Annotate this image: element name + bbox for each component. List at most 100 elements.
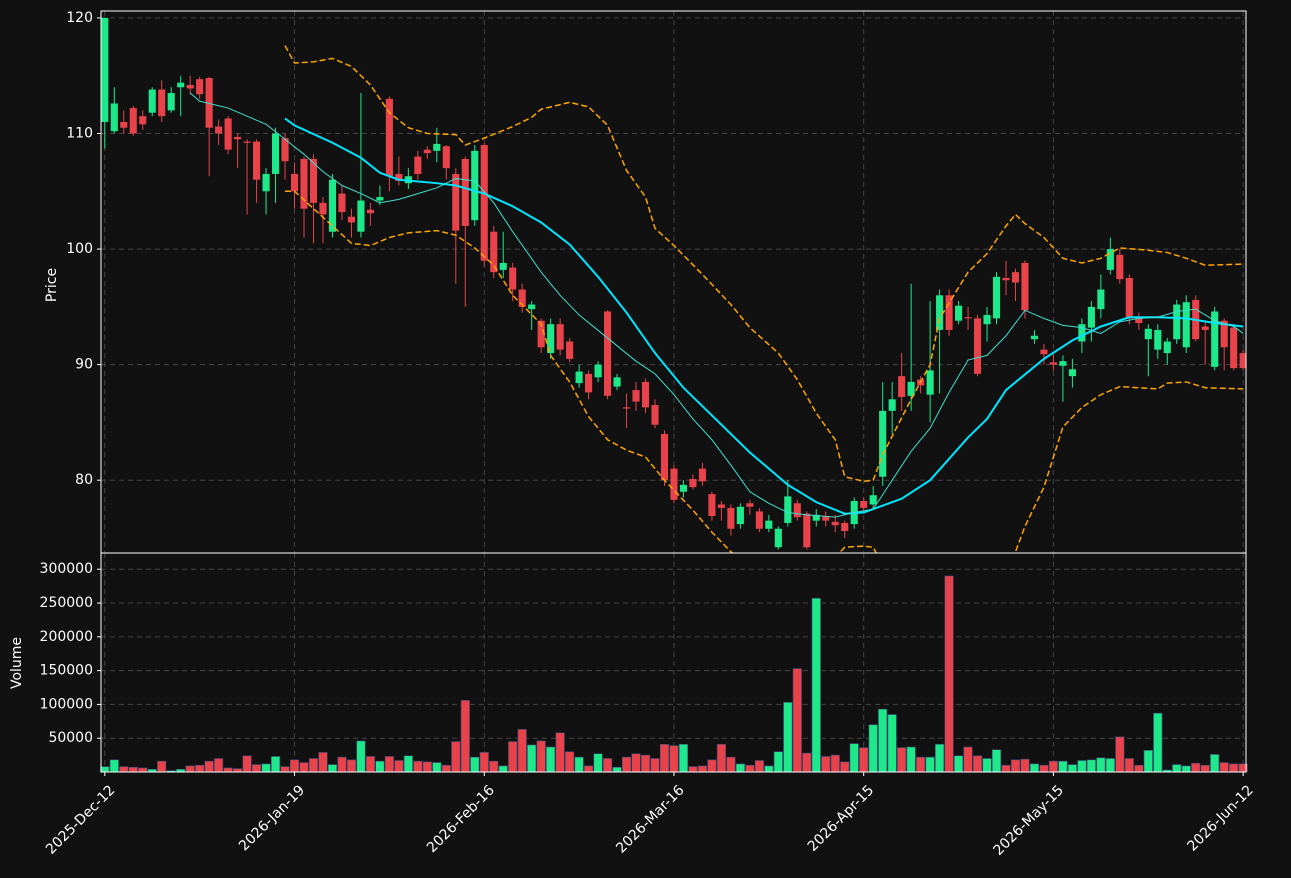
volume-bar <box>337 756 347 773</box>
volume-bar <box>1020 758 1030 773</box>
volume-bar <box>963 746 973 773</box>
volume-bar <box>555 732 565 773</box>
candle-body <box>1116 254 1124 280</box>
volume-bar <box>859 747 869 773</box>
candle-body <box>395 173 403 181</box>
volume-bar <box>773 751 783 773</box>
candle-body <box>1011 272 1020 283</box>
candle-body <box>1201 326 1209 330</box>
candle-body <box>1239 353 1246 369</box>
volume-bar <box>1077 760 1087 773</box>
grid <box>101 11 1246 772</box>
candle-body <box>708 494 716 517</box>
candle-body <box>442 146 450 169</box>
overlay-line <box>189 92 1244 518</box>
candle-body <box>110 103 118 132</box>
candle-body <box>736 506 744 525</box>
volume-bar <box>252 764 262 773</box>
candle-body <box>888 399 896 411</box>
volume-bar <box>403 755 413 773</box>
candle-body <box>755 511 763 529</box>
volume-bar <box>233 768 243 773</box>
candle-body <box>907 381 915 396</box>
volume-bar <box>1134 764 1144 773</box>
candle-body <box>319 202 327 215</box>
overlays <box>189 45 1244 553</box>
volume-bar <box>764 765 774 773</box>
volume-bar <box>508 741 518 773</box>
volume-bar <box>1010 759 1021 773</box>
volume-bar <box>821 756 831 773</box>
candle-body <box>196 79 204 95</box>
volume-bar <box>603 758 613 773</box>
volume-bar <box>745 764 755 773</box>
candle-body <box>641 381 650 408</box>
volume-bar <box>280 766 290 773</box>
volume-bar <box>1115 736 1125 773</box>
candle-body <box>148 89 156 113</box>
volume-bar <box>1048 760 1058 773</box>
candle-body <box>243 141 251 143</box>
candle-body <box>1049 362 1057 365</box>
candle-body <box>281 138 289 162</box>
candle-body <box>1021 262 1029 311</box>
overlay-line <box>284 45 1244 483</box>
candle-body <box>679 484 688 492</box>
candle-body <box>774 528 782 548</box>
volume-bar <box>631 753 641 773</box>
volume-axis-label: Volume <box>9 637 25 689</box>
candle-body <box>784 496 792 523</box>
candle-body <box>660 433 669 481</box>
volume-bar <box>688 766 698 773</box>
volume-bar <box>726 756 736 773</box>
candle-body <box>414 156 422 174</box>
volume-bar <box>802 752 812 773</box>
candle-body <box>822 516 830 521</box>
candle-body <box>973 318 982 374</box>
candle-body <box>139 116 147 125</box>
volume-bar <box>195 764 205 773</box>
volume-bar <box>584 765 594 773</box>
volume-bar <box>1124 758 1134 773</box>
candle-body <box>480 145 488 261</box>
candle-body <box>224 118 232 150</box>
y-tick-label: 110 <box>66 125 93 141</box>
volume-bar <box>925 756 935 773</box>
volume-bar <box>1096 757 1106 773</box>
volume-bar <box>650 758 660 773</box>
volume-tick-label: 150000 <box>40 663 93 679</box>
volume-bar <box>1086 759 1096 773</box>
candle-body <box>717 504 725 508</box>
volume-bar <box>935 743 945 773</box>
volume-bar <box>356 740 366 773</box>
volume-bar <box>593 753 603 773</box>
candle-body <box>1182 302 1190 348</box>
volume-bar <box>289 759 300 773</box>
candle-body <box>1068 369 1076 377</box>
candle-body <box>964 317 972 319</box>
candle-body <box>262 173 270 192</box>
volume-bar <box>916 756 926 773</box>
volume-bar <box>270 756 281 773</box>
candle-body <box>167 93 175 111</box>
candle-body <box>670 468 678 500</box>
candle-body <box>1040 349 1048 355</box>
candle-body <box>300 158 308 209</box>
volume-bar <box>546 746 556 773</box>
y-tick-label: 120 <box>66 10 93 26</box>
volume-bar <box>1001 764 1011 773</box>
candle-body <box>537 320 545 348</box>
candle-body <box>423 149 431 154</box>
candle-body <box>1002 277 1010 281</box>
volume-bar <box>783 702 793 773</box>
candle-body <box>898 376 906 397</box>
candle-body <box>955 305 963 321</box>
candle-body <box>1097 289 1105 310</box>
candle-body <box>490 231 498 273</box>
volume-bar <box>128 766 138 773</box>
volume-bar <box>1219 762 1229 773</box>
candle-body <box>1173 304 1181 340</box>
volume-bar <box>479 752 489 773</box>
volume-bar <box>612 766 622 773</box>
